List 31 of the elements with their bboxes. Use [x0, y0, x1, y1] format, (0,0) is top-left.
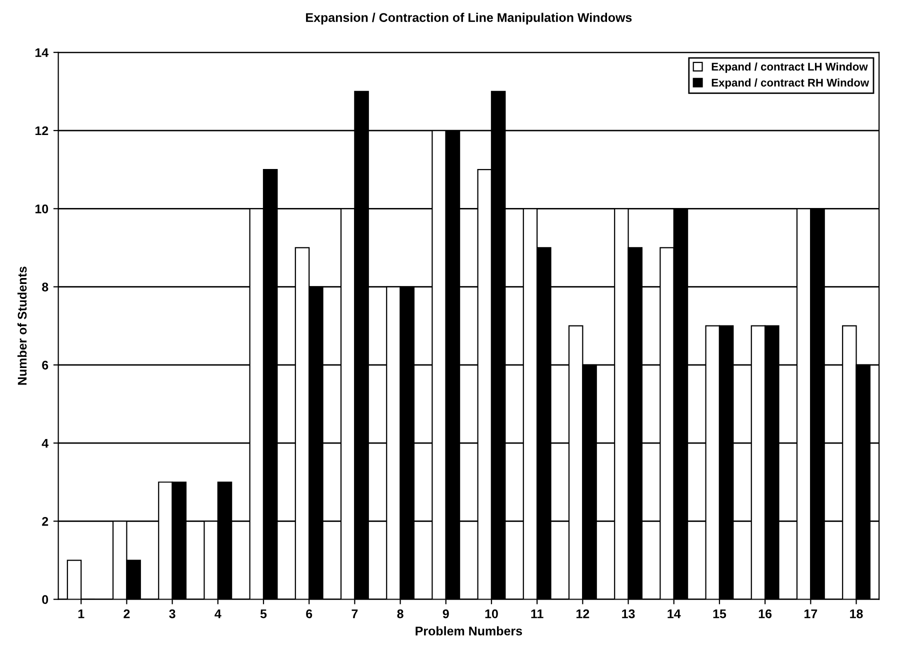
x-tick-label: 10 [485, 609, 498, 618]
legend-label: Expand / contract LH Window [712, 62, 868, 73]
x-tick-label: 1 [78, 610, 84, 618]
y-tick-label: 2 [42, 516, 48, 526]
chart-title: Expansion / Contraction of Line Manipulation Windows [306, 12, 632, 24]
x-tick-label: 12 [576, 609, 590, 618]
y-tick-label: 10 [35, 204, 48, 214]
x-tick-label: 3 [169, 609, 176, 618]
x-tick-label: 11 [531, 610, 544, 618]
y-tick-label: 0 [42, 595, 48, 604]
x-tick-label: 17 [804, 610, 818, 618]
x-tick-label: 5 [260, 610, 267, 618]
x-tick-label: 7 [352, 610, 358, 618]
y-tick-label: 6 [42, 360, 48, 370]
y-tick-label: 4 [42, 438, 49, 448]
y-tick-label: 12 [35, 126, 48, 136]
x-tick-label: 6 [306, 609, 312, 618]
x-axis-title: Problem Numbers [416, 626, 522, 636]
y-tick-label: 14 [35, 48, 49, 57]
y-axis-title: Number of Students [17, 266, 27, 385]
x-tick-label: 14 [668, 610, 681, 618]
x-tick-label: 13 [622, 609, 635, 618]
x-tick-label: 15 [713, 610, 726, 618]
x-tick-label: 9 [442, 609, 449, 618]
x-tick-label: 16 [758, 609, 772, 618]
x-tick-label: 2 [124, 609, 130, 618]
x-tick-label: 8 [397, 609, 404, 618]
x-tick-label: 18 [850, 609, 863, 618]
legend-label: Expand / contract RH Window [712, 78, 870, 89]
x-tick-label: 4 [214, 610, 222, 618]
y-tick-label: 8 [42, 282, 48, 292]
